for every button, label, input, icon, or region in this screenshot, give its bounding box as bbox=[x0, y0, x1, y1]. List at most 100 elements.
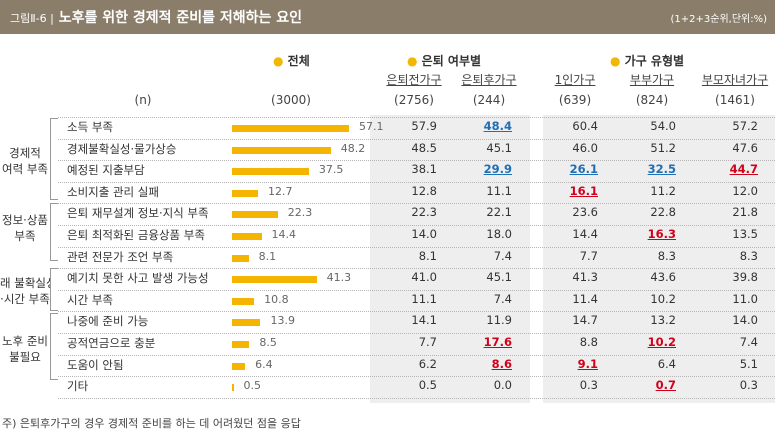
group-label-uncertainty: 래 불확실성·시간 부족 bbox=[0, 276, 50, 306]
table-cell: 8.3 bbox=[657, 248, 676, 263]
col-header-pre-retire: 은퇴전가구 bbox=[386, 73, 442, 87]
n-parent-child: (1461) bbox=[715, 93, 755, 107]
footnote: 주) 은퇴후가구의 경우 경제적 준비를 하는 데 어려웠던 점을 응답 bbox=[2, 417, 301, 430]
total-value: 57.1 bbox=[359, 120, 384, 133]
total-bar bbox=[232, 189, 259, 197]
table-cell: 38.1 bbox=[411, 162, 437, 177]
table-cell: 9.1 bbox=[577, 356, 598, 371]
table-cell: 23.6 bbox=[572, 205, 598, 220]
table-cell: 11.9 bbox=[486, 313, 512, 328]
total-bar bbox=[232, 319, 261, 327]
table-cell: 32.5 bbox=[647, 162, 676, 177]
row-divider bbox=[58, 160, 775, 162]
table-cell: 22.8 bbox=[650, 205, 676, 220]
table-cell: 41.0 bbox=[411, 270, 437, 285]
table-row: 시간 부족 10.8 11.1 7.4 11.4 10.2 11.0 bbox=[0, 289, 775, 311]
bullet-dot-icon: ● bbox=[273, 54, 284, 68]
total-value: 14.4 bbox=[271, 228, 297, 241]
table-row: 도움이 안됨 6.4 6.2 8.6 9.1 6.4 5.1 bbox=[0, 354, 775, 376]
row-label: 예기치 못한 사고 발생 가능성 bbox=[67, 271, 209, 286]
row-divider bbox=[58, 225, 775, 226]
total-bar bbox=[232, 276, 317, 284]
table-cell: 45.1 bbox=[486, 140, 512, 155]
table-row: 예기치 못한 사고 발생 가능성 41.3 41.0 45.1 41.3 43.6 39.8 bbox=[0, 268, 775, 289]
bullet-dot-icon: ● bbox=[407, 54, 418, 68]
total-value: 6.4 bbox=[255, 357, 273, 371]
row-label: 시간 부족 bbox=[67, 292, 113, 307]
table-row: 나중에 준비 가능 13.9 14.1 11.9 14.7 13.2 14.0 bbox=[0, 311, 775, 332]
n-label: (n) bbox=[134, 93, 152, 107]
table-cell: 13.5 bbox=[732, 227, 758, 241]
table-cell: 14.4 bbox=[572, 227, 598, 241]
row-label: 예정된 지출부담 bbox=[67, 163, 145, 178]
table-cell: 11.1 bbox=[486, 183, 512, 198]
table-cell: 12.0 bbox=[732, 183, 758, 198]
table-cell: 5.1 bbox=[739, 356, 758, 371]
table-cell: 46.0 bbox=[572, 140, 598, 155]
row-label: 경제불확실성·물가상승 bbox=[67, 141, 177, 156]
n-single: (639) bbox=[558, 93, 592, 107]
table-cell: 13.2 bbox=[650, 313, 676, 328]
table-cell: 26.1 bbox=[569, 162, 598, 177]
title-bar: 그림Ⅱ-6 | 노후를 위한 경제적 준비를 저해하는 요인 (1+2+3순위,… bbox=[0, 0, 775, 34]
total-value: 41.3 bbox=[326, 271, 352, 285]
table-row: 기타 0.5 0.5 0.0 0.3 0.7 0.3 bbox=[0, 376, 775, 397]
table-cell: 54.0 bbox=[650, 119, 676, 133]
group-label-economic: 경제적 여력 부족 bbox=[2, 146, 48, 176]
total-value: 37.5 bbox=[318, 163, 344, 177]
table-cell: 11.4 bbox=[572, 291, 598, 306]
row-divider bbox=[58, 246, 775, 248]
table-cell: 11.0 bbox=[732, 291, 758, 306]
row-divider bbox=[58, 117, 775, 118]
total-bar bbox=[232, 125, 350, 132]
table-cell: 39.8 bbox=[732, 270, 758, 285]
table-cell: 16.1 bbox=[569, 183, 598, 198]
table-cell: 8.8 bbox=[579, 335, 598, 349]
table-cell: 57.9 bbox=[411, 119, 437, 133]
table-row: 소득 부족 57.1 57.9 48.4 60.4 54.0 57.2 bbox=[0, 117, 775, 138]
col-header-parent-child: 부모자녀가구 bbox=[701, 73, 769, 87]
row-label: 소득 부족 bbox=[67, 120, 113, 134]
table-cell: 21.8 bbox=[732, 205, 758, 220]
col-header-couple: 부부가구 bbox=[629, 73, 675, 87]
row-divider bbox=[58, 376, 775, 378]
col-header-post-retire: 은퇴후가구 bbox=[461, 73, 517, 87]
row-divider bbox=[58, 289, 775, 291]
table-cell: 12.8 bbox=[411, 183, 437, 198]
table-cell: 7.7 bbox=[418, 335, 437, 349]
table-cell: 17.6 bbox=[483, 335, 512, 349]
figure-number: 그림Ⅱ-6 | bbox=[10, 12, 54, 25]
table-row: 예정된 지출부담 37.5 38.1 29.9 26.1 32.5 44.7 bbox=[0, 160, 775, 181]
group-bracket bbox=[50, 118, 58, 200]
total-value: 13.9 bbox=[270, 314, 295, 328]
row-divider bbox=[58, 181, 775, 183]
n-couple: (824) bbox=[635, 93, 669, 107]
n-total: (3000) bbox=[271, 93, 311, 107]
table-cell: 11.1 bbox=[411, 291, 437, 306]
row-divider bbox=[58, 397, 775, 399]
table-cell: 57.2 bbox=[732, 119, 758, 133]
table-cell: 48.5 bbox=[411, 140, 437, 155]
table-cell: 0.3 bbox=[739, 378, 758, 393]
table-cell: 0.3 bbox=[579, 378, 598, 393]
total-bar bbox=[232, 211, 278, 219]
table-cell: 10.2 bbox=[647, 335, 676, 349]
table-cell: 6.4 bbox=[657, 356, 676, 371]
row-label: 소비지출 관리 실패 bbox=[67, 184, 159, 199]
table-cell: 14.0 bbox=[732, 313, 758, 328]
header-total: ● 전체 bbox=[273, 54, 310, 68]
table-cell: 51.2 bbox=[650, 140, 676, 155]
table-cell: 7.7 bbox=[579, 248, 598, 263]
table-cell: 0.5 bbox=[418, 378, 437, 393]
table-cell: 14.7 bbox=[572, 313, 598, 328]
group-bracket bbox=[50, 203, 58, 261]
table-cell: 7.4 bbox=[493, 248, 512, 263]
row-divider bbox=[58, 354, 775, 356]
total-bar bbox=[232, 341, 250, 348]
total-bar bbox=[232, 254, 249, 262]
total-value: 22.3 bbox=[287, 206, 313, 220]
table-cell: 14.1 bbox=[411, 313, 437, 328]
row-divider bbox=[58, 138, 775, 140]
row-label: 은퇴 재무설계 정보·지식 부족 bbox=[67, 206, 209, 221]
total-value: 12.7 bbox=[268, 184, 293, 198]
